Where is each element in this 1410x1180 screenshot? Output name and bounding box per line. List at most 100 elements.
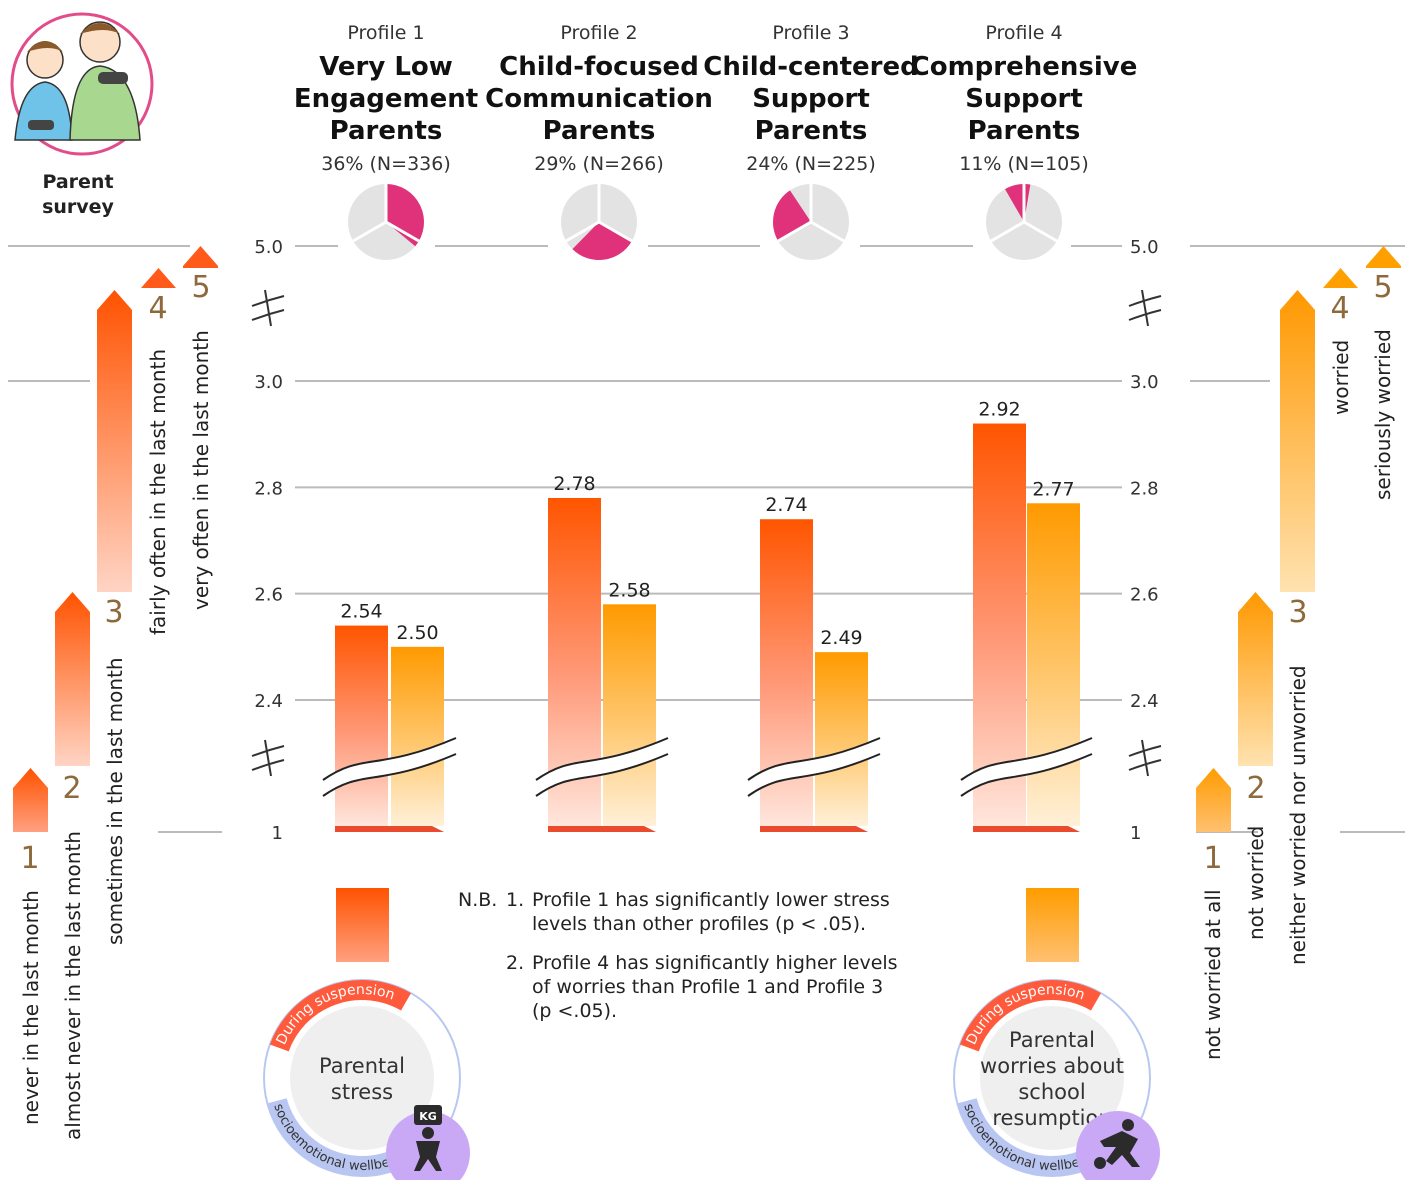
worries-badge-title: school xyxy=(1018,1080,1085,1104)
stress-badge-inner-circle xyxy=(290,1006,434,1150)
y-tick-right: 2.4 xyxy=(1130,691,1159,712)
worry-scale-label: not worried xyxy=(1244,826,1268,940)
worry-level-1-arrow xyxy=(1196,768,1231,832)
bar-value-label: 2.92 xyxy=(978,399,1020,421)
note-text: Profile 1 has significantly lower stress xyxy=(532,889,890,911)
bar-baseline xyxy=(335,826,444,832)
worry-level-4-arrow xyxy=(1323,268,1358,288)
profile-title: Parents xyxy=(330,116,443,146)
axis-break-mark xyxy=(251,309,285,321)
profile-title: Child-focused xyxy=(499,52,699,82)
pie-divider xyxy=(1023,220,1058,243)
bar-break-band xyxy=(536,738,668,796)
bar-worries xyxy=(1027,503,1080,826)
y-tick-left: 2.8 xyxy=(254,478,283,499)
note-text: Profile 4 has significantly higher level… xyxy=(532,952,898,974)
pie-divider xyxy=(598,220,633,243)
bar-break-band xyxy=(961,738,1092,796)
person-head-icon xyxy=(422,1127,434,1139)
y-tick-right: 2.8 xyxy=(1130,478,1159,499)
worry-scale-label: neither worried nor unworried xyxy=(1286,665,1310,965)
pie-slice-highlight xyxy=(386,184,425,247)
pie-divider xyxy=(810,220,845,243)
person-running-icon xyxy=(1100,1131,1140,1167)
axis-break-mark xyxy=(1128,295,1162,307)
y-tick-left: 3.0 xyxy=(254,372,283,393)
pie-slice-highlight xyxy=(773,190,811,241)
stress-scale-number: 1 xyxy=(20,841,39,876)
stress-scale-label: almost never in the last month xyxy=(61,831,85,1140)
pie-divider xyxy=(352,220,387,243)
worry-level-5-arrow xyxy=(1366,246,1401,268)
profile-title: Very Low xyxy=(319,52,453,82)
stress-scale-label: never in the last month xyxy=(19,890,43,1125)
worry-scale-label: worried xyxy=(1329,340,1353,415)
stress-scale-number: 3 xyxy=(104,595,123,630)
y-tick-right: 1 xyxy=(1130,823,1141,844)
stress-level-1-arrow xyxy=(13,768,48,832)
stress-level-3-arrow xyxy=(97,290,132,592)
bar-stress xyxy=(973,423,1026,826)
bar-break-line xyxy=(535,737,669,781)
axis-break-mark xyxy=(251,759,285,771)
axis-break-mark xyxy=(264,289,272,327)
pie-divider xyxy=(385,220,420,243)
weight-icon xyxy=(414,1105,442,1125)
stress-scale-label: sometimes in the last month xyxy=(103,657,127,945)
bar-value-label: 2.78 xyxy=(553,473,595,495)
person-lifting-icon xyxy=(414,1141,442,1171)
bar-baseline xyxy=(973,826,1080,832)
axis-break-mark xyxy=(1128,745,1162,757)
stress-scale-label: fairly often in the last month xyxy=(146,349,170,635)
bar-value-label: 2.77 xyxy=(1032,478,1074,500)
bar-value-label: 2.50 xyxy=(396,622,438,644)
note-text: levels than other profiles (p < .05). xyxy=(532,913,866,935)
bar-break-band xyxy=(323,738,456,796)
worries-badge-title: Parental xyxy=(1009,1028,1095,1052)
bar-break-line xyxy=(322,737,457,781)
axis-break-mark xyxy=(1128,309,1162,321)
pie-divider xyxy=(990,220,1025,243)
profile-share: 24% (N=225) xyxy=(746,153,876,175)
profile-title: Engagement xyxy=(294,84,478,114)
y-tick-left: 5.0 xyxy=(254,237,283,258)
axis-break-mark xyxy=(1128,759,1162,771)
profile-title: Parents xyxy=(968,116,1081,146)
profile-title: Parents xyxy=(543,116,656,146)
pie-divider xyxy=(777,220,812,243)
worries-badge-inner-circle xyxy=(980,1006,1124,1150)
runner-head-icon xyxy=(1122,1119,1134,1131)
worry-level-3-arrow xyxy=(1280,290,1315,592)
note-text: (p <.05). xyxy=(532,1000,617,1022)
stress-scale-label: very often in the last month xyxy=(189,330,213,610)
pie-slice-highlight xyxy=(572,222,632,260)
pie-divider xyxy=(565,220,600,243)
worry-scale-number: 3 xyxy=(1288,595,1307,630)
bar-value-label: 2.74 xyxy=(765,494,807,516)
profile-title: Support xyxy=(965,84,1083,114)
y-tick-left: 2.6 xyxy=(254,585,283,606)
bar-stress xyxy=(335,625,388,826)
worries-badge-wellbeing-arc xyxy=(957,1097,1086,1176)
bar-worries xyxy=(603,604,656,826)
bar-value-label: 2.58 xyxy=(608,579,650,601)
note-text: of worries than Profile 1 and Profile 3 xyxy=(532,976,883,998)
bar-value-label: 2.49 xyxy=(820,627,862,649)
parent-survey-label: survey xyxy=(42,196,114,218)
stress-badge-title: Parental xyxy=(319,1054,405,1078)
stress-badge-wellbeing-arc xyxy=(267,1097,396,1176)
profile-share: 29% (N=266) xyxy=(534,153,664,175)
worry-scale-label: seriously worried xyxy=(1371,329,1395,500)
profile-share: 36% (N=336) xyxy=(321,153,451,175)
bar-break-line xyxy=(960,737,1093,781)
profile-share: 11% (N=105) xyxy=(959,153,1089,175)
bar-break-line xyxy=(747,737,881,781)
profile-tag: Profile 4 xyxy=(985,22,1062,44)
profile-tag: Profile 3 xyxy=(772,22,849,44)
parent-survey-illustration xyxy=(10,12,154,156)
y-tick-left: 1 xyxy=(272,823,283,844)
stress-scale-number: 2 xyxy=(62,771,81,806)
y-tick-right: 5.0 xyxy=(1130,237,1159,258)
notes-prefix: N.B. xyxy=(458,889,497,911)
